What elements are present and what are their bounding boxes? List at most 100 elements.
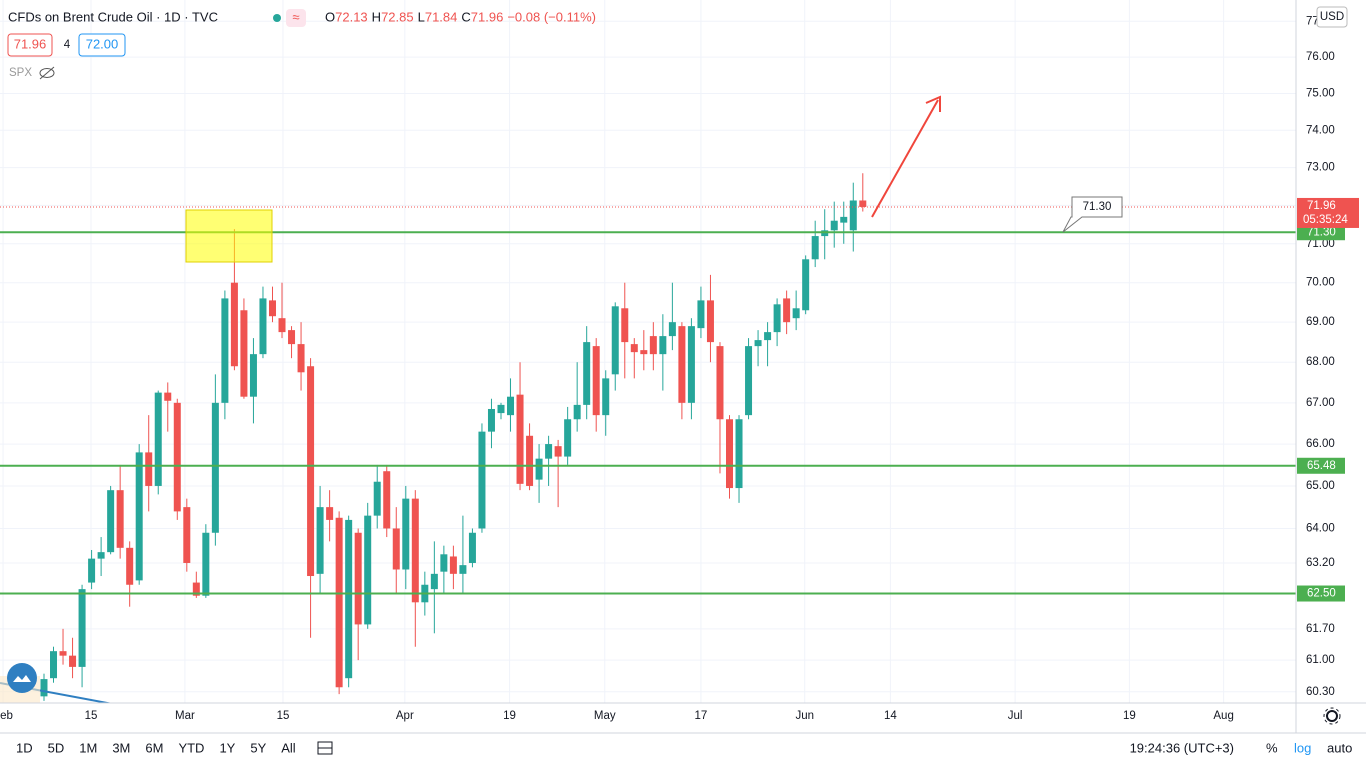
- bid-box[interactable]: [7, 33, 53, 57]
- candle-body: [78, 589, 86, 667]
- y-tick-label: 64.00: [1306, 523, 1335, 535]
- candle-body: [735, 419, 743, 489]
- logo-glyph: [13, 675, 31, 682]
- grid-layer: [0, 0, 1296, 703]
- candle-body: [602, 378, 610, 416]
- candle-body: [554, 446, 562, 457]
- candle-body: [249, 354, 257, 397]
- candle-body: [592, 346, 600, 416]
- x-tick-label: 15: [277, 710, 290, 722]
- candle-body: [449, 556, 457, 574]
- range-button[interactable]: 1M: [79, 740, 97, 755]
- candle-body: [259, 298, 267, 355]
- range-button[interactable]: 6M: [145, 740, 163, 755]
- candle-body: [135, 452, 143, 581]
- y-tick-label: 74.00: [1306, 124, 1335, 136]
- candle-body: [764, 332, 772, 341]
- arrow: [871, 99, 939, 218]
- candle-body: [183, 507, 191, 563]
- candle-body: [440, 554, 448, 572]
- candle-body: [611, 306, 619, 375]
- candle-body: [468, 532, 476, 563]
- y-tick-label: 76.00: [1306, 51, 1335, 63]
- candle-body: [192, 582, 200, 596]
- x-tick-label: 19: [503, 710, 516, 722]
- candle-body: [706, 300, 714, 343]
- ohlc-key: O: [325, 9, 335, 24]
- range-button[interactable]: 3M: [112, 740, 130, 755]
- settings-icon[interactable]: [1323, 707, 1341, 725]
- level-label-box: [1297, 224, 1345, 241]
- candle-body: [202, 532, 210, 596]
- range-button[interactable]: YTD: [178, 740, 204, 755]
- x-tick-label: Aug: [1213, 710, 1233, 722]
- candle-body: [678, 326, 686, 403]
- range-button[interactable]: 1D: [16, 740, 33, 755]
- y-tick-label: 61.70: [1306, 623, 1335, 635]
- x-tick-label: Jul: [1008, 710, 1023, 722]
- candle-body: [430, 573, 438, 590]
- countdown: 05:35:24: [1303, 214, 1348, 226]
- candle-body: [411, 498, 419, 603]
- range-button[interactable]: All: [281, 740, 296, 755]
- ask-box[interactable]: [78, 33, 126, 57]
- candle-body: [164, 392, 172, 401]
- candle-body: [97, 552, 105, 559]
- candle-body: [145, 452, 153, 486]
- y-tick-label: 69.00: [1306, 316, 1335, 328]
- candle-body: [697, 300, 705, 329]
- y-tick-label: 70.00: [1306, 277, 1335, 289]
- ask-price: 72.00: [86, 36, 119, 51]
- scale-option[interactable]: auto: [1327, 740, 1352, 755]
- candle-body: [459, 565, 467, 574]
- candle-body: [754, 340, 762, 347]
- highlight-box: [185, 209, 273, 263]
- status-badge: [286, 9, 306, 27]
- candle-body: [240, 310, 248, 397]
- candle-body: [297, 344, 305, 373]
- candle-body: [335, 517, 343, 688]
- candle-body: [288, 330, 296, 345]
- level-label-box: [1297, 585, 1345, 602]
- y-tick-label: 71.00: [1306, 238, 1335, 250]
- axes-layer: 77.0076.0075.0074.0073.0072.0071.0070.00…: [0, 15, 1359, 722]
- candle-body: [507, 396, 515, 416]
- candle-body: [364, 515, 372, 625]
- y-tick-label: 75.00: [1306, 87, 1335, 99]
- x-tick-label: Feb: [0, 710, 13, 722]
- indicator-name: SPX: [9, 67, 32, 79]
- candle-body: [107, 490, 115, 553]
- drawings: [0, 95, 1123, 703]
- clock: 19:24:36 (UTC+3): [1130, 740, 1234, 755]
- currency-box[interactable]: [1316, 6, 1348, 28]
- change: −0.08 (−0.11%): [507, 9, 596, 24]
- candle-body: [849, 200, 857, 231]
- compare-icon[interactable]: [317, 741, 333, 755]
- scale-option[interactable]: log: [1294, 740, 1311, 755]
- y-tick-label: 73.00: [1306, 162, 1335, 174]
- level-label-box: [1297, 457, 1345, 474]
- bid-price: 71.96: [14, 36, 47, 51]
- candle-body: [573, 404, 581, 420]
- candle-body: [59, 651, 67, 656]
- range-button[interactable]: 5Y: [250, 740, 266, 755]
- candle-body: [211, 402, 219, 533]
- symbol-title: CFDs on Brent Crude Oil · 1D · TVC: [8, 9, 218, 24]
- x-tick-label: 14: [884, 710, 897, 722]
- candle-body: [173, 402, 181, 512]
- range-button[interactable]: 1Y: [219, 740, 235, 755]
- hide-icon[interactable]: [39, 66, 55, 80]
- candle-body: [487, 408, 495, 432]
- candle-body: [840, 216, 848, 223]
- y-tick-label: 63.20: [1306, 557, 1335, 569]
- logo-icon[interactable]: [7, 663, 37, 693]
- candle-body: [126, 547, 134, 585]
- level-label: 71.30: [1307, 226, 1336, 238]
- candle-body: [316, 507, 324, 574]
- candle-body: [230, 282, 238, 367]
- scale-option[interactable]: %: [1266, 740, 1278, 755]
- ohlc-key: H: [372, 9, 381, 24]
- status-dot: [273, 14, 281, 22]
- range-button[interactable]: 5D: [48, 740, 65, 755]
